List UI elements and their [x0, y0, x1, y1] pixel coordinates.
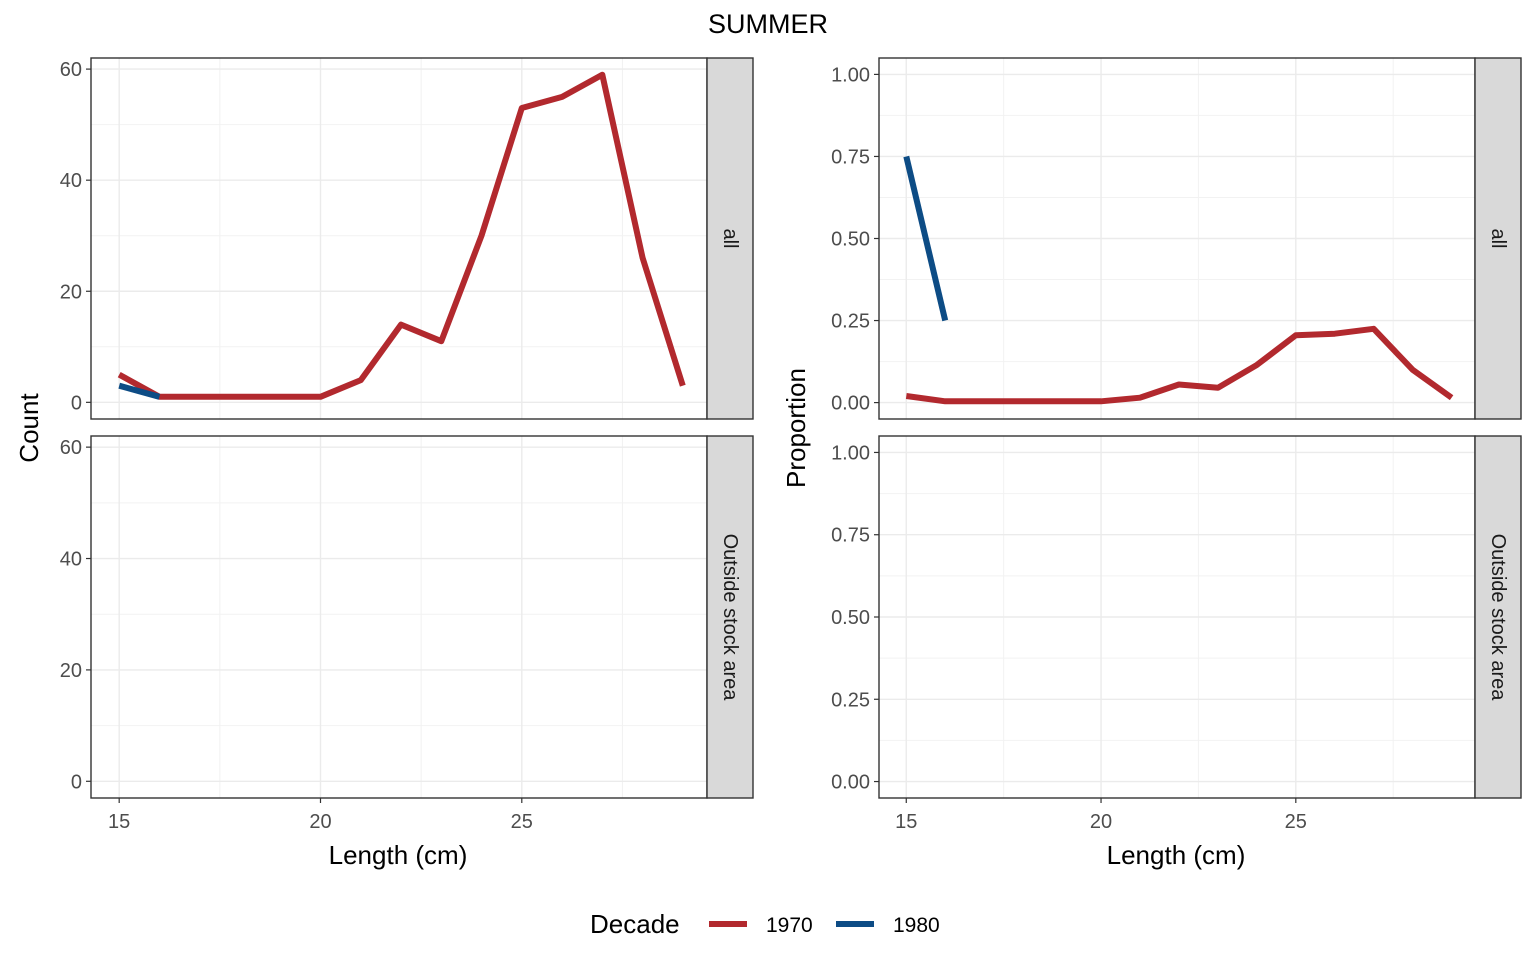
facet-strip-label: all: [1487, 228, 1509, 248]
chart-proportion: Proportion Length (cm) 0.00 0.25 0.50 0.75 1.0…: [781, 57, 1522, 870]
chart-title: SUMMER: [708, 9, 828, 39]
y-tick-label: 20: [60, 281, 82, 303]
facet-strip: [706, 435, 754, 799]
x-tick-label: 25: [1285, 811, 1307, 833]
x-tick-label: 15: [895, 811, 917, 833]
panel-outside-stock-area: 0 20 40 60 Outside stock area 15 20 25: [60, 435, 754, 833]
x-axis-title: Length (cm): [329, 840, 468, 870]
plot-background: [91, 436, 707, 798]
y-tick-label: 40: [60, 170, 82, 192]
y-tick-label: 1.00: [831, 442, 870, 464]
y-tick-label: 0.25: [831, 689, 870, 711]
panel-outside-stock-area: 0.00 0.25 0.50 0.75 1.00 Outside stock area 15…: [831, 435, 1522, 833]
y-axis-title: Count: [14, 393, 44, 463]
y-tick-label: 0.75: [831, 525, 870, 547]
x-axis-title: Length (cm): [1107, 840, 1246, 870]
x-tick-label: 15: [108, 811, 130, 833]
y-tick-label: 0.00: [831, 393, 870, 415]
panel-all: 0 20 40 60 all: [60, 57, 754, 420]
series-line-1980: [118, 382, 161, 400]
x-tick-label: 20: [1090, 811, 1112, 833]
facet-strip-label: all: [719, 228, 741, 248]
plot-background: [91, 58, 707, 419]
y-tick-label: 20: [60, 660, 82, 682]
y-tick-label: 40: [60, 549, 82, 571]
y-tick-label: 0.00: [831, 772, 870, 794]
y-tick-label: 0: [71, 392, 82, 414]
y-axis-title: Proportion: [781, 368, 811, 488]
chart-count: Count Length (cm) 0 20 40 60 all 0 20 40 60 Outside…: [14, 57, 754, 870]
facet-strip: [1474, 435, 1522, 799]
x-tick-label: 25: [511, 811, 533, 833]
legend-label-1980: 1980: [893, 914, 940, 937]
y-tick-label: 0.75: [831, 146, 870, 168]
y-tick-label: 0.50: [831, 229, 870, 251]
y-tick-label: 60: [60, 437, 82, 459]
y-tick-label: 0: [71, 771, 82, 793]
series-line-1970: [905, 325, 1454, 405]
panel-all: 0.00 0.25 0.50 0.75 1.00 all: [831, 57, 1522, 420]
series-line-1970: [117, 71, 686, 400]
y-tick-label: 0.25: [831, 311, 870, 333]
y-tick-label: 0.50: [831, 607, 870, 629]
legend-label-1970: 1970: [766, 914, 813, 937]
facet-strip: [706, 57, 754, 420]
facet-strip: [1474, 57, 1522, 420]
y-tick-label: 60: [60, 59, 82, 81]
y-tick-label: 1.00: [831, 64, 870, 86]
series-line-1980: [903, 155, 949, 322]
legend: Decade 1970 1980: [590, 909, 940, 939]
facet-strip-label: Outside stock area: [1487, 534, 1509, 702]
legend-title: Decade: [590, 909, 680, 939]
facet-strip-label: Outside stock area: [719, 534, 741, 702]
x-tick-label: 20: [309, 811, 331, 833]
